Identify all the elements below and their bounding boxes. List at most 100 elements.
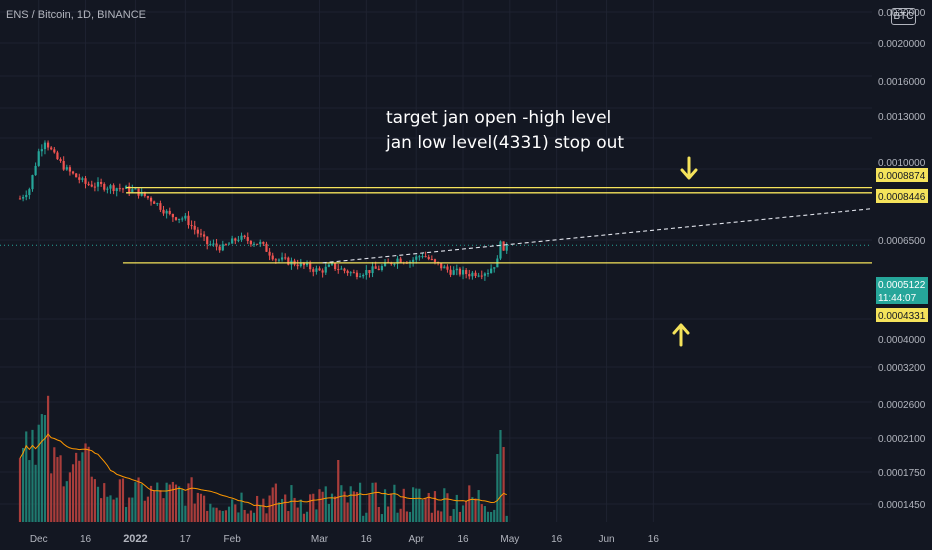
price-tag-bg bbox=[876, 277, 928, 291]
candle-body bbox=[246, 237, 249, 241]
price-label: 0.0030000 bbox=[878, 8, 926, 19]
candle-body bbox=[206, 236, 209, 245]
volume-bar bbox=[455, 494, 458, 522]
volume-bar bbox=[209, 503, 212, 522]
candle-body bbox=[243, 235, 246, 238]
volume-bar bbox=[330, 493, 334, 522]
candle-body bbox=[231, 238, 234, 244]
volume-bar bbox=[396, 512, 399, 522]
candle-body bbox=[174, 217, 178, 220]
volume-bar bbox=[184, 505, 187, 522]
volume-bar bbox=[28, 460, 31, 522]
candle-body bbox=[190, 225, 193, 227]
volume-bar bbox=[237, 512, 240, 522]
candle-body bbox=[249, 240, 252, 245]
volume-bar bbox=[252, 512, 256, 522]
candle-body bbox=[493, 267, 496, 269]
candle-body bbox=[468, 274, 471, 277]
candle-body bbox=[452, 270, 455, 275]
price-label: 0.0006500 bbox=[878, 236, 926, 247]
candle-body bbox=[324, 266, 327, 273]
candle-body bbox=[202, 234, 206, 237]
candle-body bbox=[430, 258, 433, 260]
candle-body bbox=[461, 270, 465, 275]
volume-bar bbox=[490, 512, 493, 522]
volume-bar bbox=[368, 494, 371, 522]
volume-bar bbox=[265, 513, 268, 522]
candle-body bbox=[196, 229, 199, 234]
volume-bar bbox=[324, 486, 327, 522]
price-label: 0.0008874 bbox=[878, 171, 926, 182]
volume-bar bbox=[137, 477, 140, 522]
time-axis[interactable]: Dec 16 2022 17 Feb Mar 16 Apr 16 May 16 Jun 16 bbox=[30, 533, 660, 545]
volume-bar bbox=[312, 493, 315, 522]
candle-body bbox=[34, 165, 37, 176]
candle-body bbox=[321, 270, 324, 273]
candle-body bbox=[427, 256, 430, 259]
volume-bar bbox=[93, 479, 96, 522]
candle-body bbox=[87, 183, 90, 185]
volume-bar bbox=[337, 460, 340, 522]
volume-bar bbox=[443, 488, 446, 522]
candle-body bbox=[465, 270, 468, 275]
volume-bar bbox=[408, 511, 412, 522]
volume-bar bbox=[402, 488, 405, 522]
volume-bar bbox=[100, 498, 103, 522]
candle-body bbox=[415, 256, 418, 260]
price-axis[interactable]: 0.0030000 0.0020000 0.0016000 0.0013000 0.00… bbox=[876, 8, 928, 511]
candle-body bbox=[256, 243, 259, 245]
volume-bar bbox=[374, 482, 377, 522]
candle-body bbox=[346, 270, 349, 274]
volume-bar bbox=[474, 498, 477, 522]
candle-body bbox=[374, 266, 377, 269]
candle-body bbox=[140, 191, 143, 196]
price-tag-bg bbox=[876, 290, 928, 304]
volume-bar bbox=[212, 507, 215, 522]
volume-bar bbox=[349, 486, 352, 522]
volume-bar bbox=[103, 483, 106, 522]
volume-bar bbox=[436, 510, 440, 522]
volume-bar bbox=[56, 457, 59, 522]
volume-bar bbox=[284, 494, 287, 522]
volume-bar bbox=[502, 447, 505, 522]
candle-body bbox=[84, 178, 87, 184]
volume-bar bbox=[458, 511, 462, 522]
volume-bar bbox=[496, 454, 499, 522]
candle-body bbox=[271, 255, 274, 260]
volume-bar bbox=[215, 507, 218, 522]
volume-bar bbox=[493, 509, 496, 522]
price-label: 11:44:07 bbox=[878, 293, 917, 304]
candle-body bbox=[383, 262, 387, 267]
volume-bar bbox=[124, 506, 128, 522]
time-label: Jun bbox=[598, 534, 614, 545]
candle-body bbox=[265, 243, 268, 252]
candle-body bbox=[393, 263, 396, 265]
candle-body bbox=[505, 245, 508, 251]
candle-body bbox=[115, 188, 118, 192]
volume-bar bbox=[196, 492, 199, 522]
candle-body bbox=[358, 276, 362, 278]
time-label: Mar bbox=[311, 534, 329, 545]
volume-bar bbox=[84, 443, 87, 522]
volume-bar bbox=[302, 513, 306, 522]
trendline-dashed[interactable] bbox=[322, 208, 873, 264]
volume-bar bbox=[259, 504, 262, 522]
time-label: Feb bbox=[224, 534, 242, 545]
time-label: 17 bbox=[180, 534, 192, 545]
candle-body bbox=[40, 149, 43, 152]
candle-body bbox=[365, 269, 368, 275]
candle-body bbox=[477, 275, 480, 277]
volume-bar bbox=[405, 511, 408, 522]
volume-bar bbox=[168, 484, 171, 522]
time-label: Apr bbox=[408, 534, 424, 545]
candle-body bbox=[277, 259, 281, 261]
volume-bar bbox=[424, 497, 427, 522]
volume-bar bbox=[412, 487, 415, 522]
candle-body bbox=[458, 268, 462, 275]
candle-body bbox=[446, 266, 449, 270]
volume-bar bbox=[468, 485, 471, 522]
candle-body bbox=[178, 218, 181, 220]
candle-body bbox=[18, 198, 22, 200]
volume-bar bbox=[25, 431, 28, 522]
currency-badge[interactable]: BTC bbox=[891, 8, 916, 25]
